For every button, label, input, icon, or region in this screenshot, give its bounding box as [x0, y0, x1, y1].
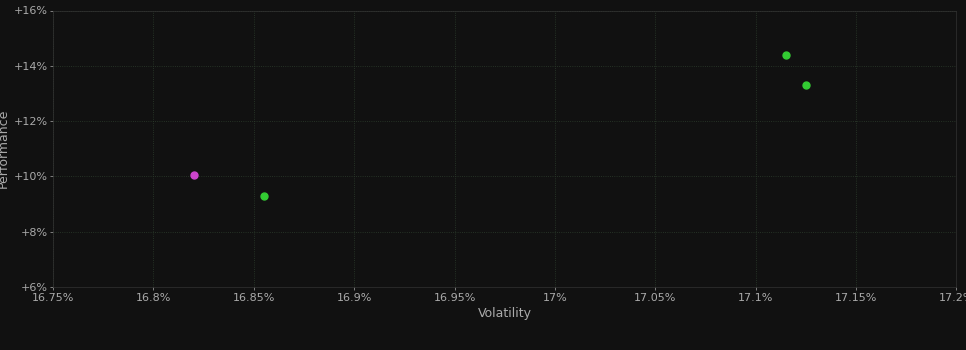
Point: [185, 172, 201, 178]
Point: [256, 193, 271, 198]
Point: [778, 52, 793, 57]
Point: [798, 82, 813, 88]
X-axis label: Volatility: Volatility: [478, 307, 531, 320]
Y-axis label: Performance: Performance: [0, 109, 10, 188]
